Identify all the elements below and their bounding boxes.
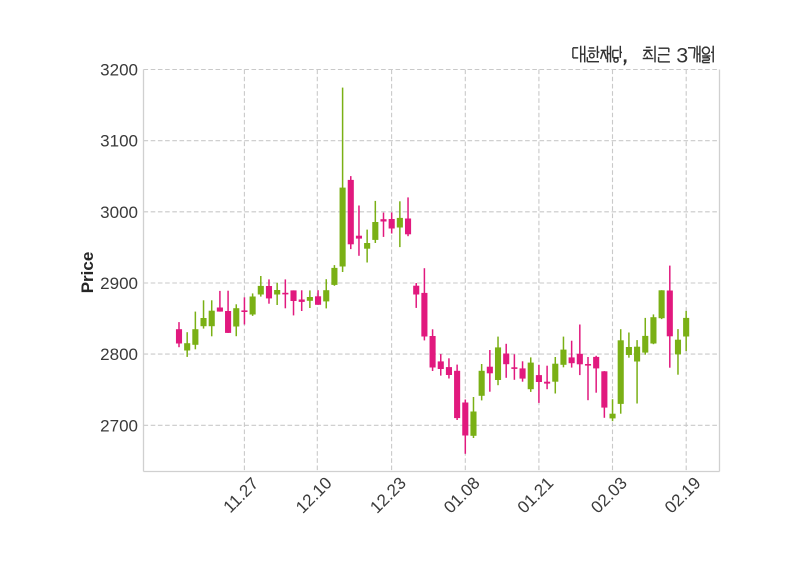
svg-text:3000: 3000 — [100, 203, 138, 222]
svg-text:2700: 2700 — [100, 416, 138, 435]
svg-text:3: 3 — [676, 44, 688, 68]
svg-text:3100: 3100 — [100, 132, 138, 151]
svg-text:3200: 3200 — [100, 61, 138, 80]
svg-text:Price: Price — [78, 252, 97, 294]
svg-text:2800: 2800 — [100, 345, 138, 364]
svg-text:2900: 2900 — [100, 274, 138, 293]
